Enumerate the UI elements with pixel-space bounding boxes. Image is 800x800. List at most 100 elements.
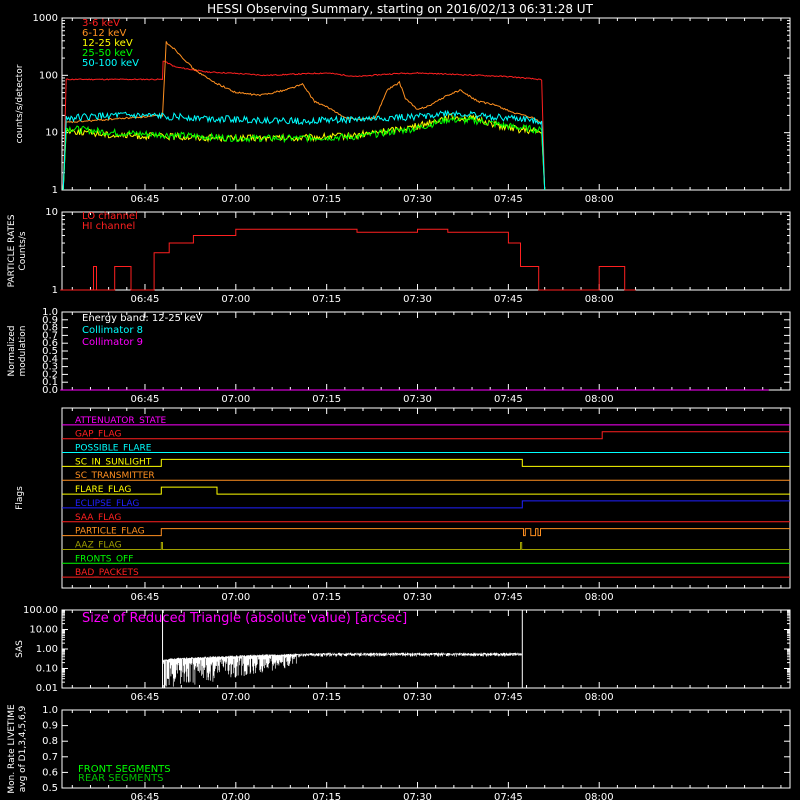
y-tick-label: 1.00 (36, 644, 58, 655)
x-tick-label: 07:45 (494, 394, 523, 405)
y-tick-label: 0.9 (42, 315, 58, 326)
y-tick-label: 100.00 (23, 605, 58, 616)
y-tick-label: 1 (52, 185, 58, 196)
y-axis-label: Mon. Rate LIVETIME (7, 704, 17, 794)
x-tick-label: 07:30 (403, 592, 432, 603)
x-tick-label: 08:00 (585, 592, 614, 603)
sas-panel: 06:45 07:00 07:15 07:30 07:45 08:00 SAS 0.01 0.1… (15, 605, 791, 703)
x-tick-label: 07:45 (494, 294, 523, 305)
panel-annotation: Energy band: 12-25 keV (82, 313, 203, 324)
x-tick-label: 07:00 (221, 294, 250, 305)
flag-line-aaz-flag (62, 541, 790, 550)
y-tick-label: 100 (39, 70, 58, 81)
x-tick-label: 07:30 (403, 294, 432, 305)
legend-entry: 3-6 keV (82, 18, 120, 29)
livetime-frame (61, 709, 791, 789)
y-tick-label: 0.10 (36, 664, 58, 675)
series-line-hi-channel (60, 228, 636, 291)
x-tick-label: 08:00 (585, 294, 614, 305)
counts-frame (61, 17, 791, 191)
y-tick-label: 0.7 (42, 330, 58, 341)
series-line-50-100-kev (62, 109, 546, 191)
legend-entry: Collimator 9 (82, 337, 143, 348)
x-tick-label: 06:45 (131, 592, 160, 603)
legend-entry: REAR SEGMENTS (78, 773, 164, 784)
series-line-3-6-kev (62, 60, 546, 191)
flags-frame (61, 407, 791, 589)
series-line-25-50-kev (62, 115, 546, 191)
x-tick-label: 07:15 (312, 792, 341, 800)
y-axis-label: Normalized (7, 325, 17, 376)
y-axis-label-2: Counts/s (18, 231, 28, 270)
modulation-panel: 06:45 07:00 07:15 07:30 07:45 08:00 Normalized… (7, 307, 791, 405)
x-tick-label: 07:30 (403, 394, 432, 405)
legend-entry: 6-12 keV (82, 28, 126, 39)
y-tick-label: 0.2 (42, 369, 58, 380)
x-tick-label: 07:45 (494, 194, 523, 205)
flag-label: FLARE_FLAG (75, 485, 131, 495)
y-tick-label: 1.0 (42, 705, 58, 716)
x-tick-label: 07:00 (221, 692, 250, 703)
x-tick-label: 06:45 (131, 194, 160, 205)
flag-line-gap-flag (62, 431, 790, 440)
flags-panel: 06:45 07:00 07:15 07:30 07:45 08:00 Flags ATTEN… (15, 407, 791, 603)
y-tick-label: 0.1 (42, 377, 58, 388)
legend-entry: 25-50 keV (82, 48, 133, 59)
flag-line-flare-flag (62, 486, 790, 495)
flag-label: PARTICLE_FLAG (75, 527, 145, 537)
counts-panel: 06:45 07:00 07:15 07:30 07:45 08:00 counts/s/d… (15, 13, 791, 205)
y-tick-label: 0.8 (42, 736, 58, 747)
flag-label: GAP_FLAG (75, 430, 121, 440)
y-tick-label: 1 (52, 285, 58, 296)
x-tick-label: 07:15 (312, 692, 341, 703)
x-tick-label: 07:00 (221, 592, 250, 603)
y-tick-label: 10 (45, 207, 58, 218)
legend-entry: Collimator 8 (82, 325, 143, 336)
flag-line-sc-in-sunlight (62, 458, 790, 467)
x-tick-label: 06:45 (131, 792, 160, 800)
x-tick-label: 07:30 (403, 792, 432, 800)
y-tick-label: 0.5 (42, 783, 58, 794)
figure-title: HESSI Observing Summary, starting on 201… (207, 2, 593, 16)
x-tick-label: 07:45 (494, 792, 523, 800)
x-tick-label: 07:00 (221, 394, 250, 405)
x-tick-label: 07:30 (403, 194, 432, 205)
y-axis-label-2: avg of D1,3,4,5,6,9 (18, 705, 28, 792)
legend-entry: FRONT SEGMENTS (78, 764, 171, 775)
flag-label: ECLIPSE_FLAG (75, 499, 139, 509)
y-tick-label: 1.0 (42, 307, 58, 318)
y-tick-label: 0.6 (42, 338, 58, 349)
y-axis-label: PARTICLE RATES (7, 214, 17, 287)
y-axis-label: counts/s/detector (15, 64, 25, 143)
y-tick-label: 0.9 (42, 721, 58, 732)
y-axis-label-2: modulation (18, 326, 28, 377)
x-tick-label: 08:00 (585, 194, 614, 205)
livetime-panel: 06:45 07:00 07:15 07:30 07:45 08:00 Mon. Rate … (7, 704, 791, 800)
x-tick-label: 07:45 (494, 692, 523, 703)
x-tick-label: 07:00 (221, 194, 250, 205)
y-tick-label: 0.0 (42, 385, 58, 396)
legend-entry: HI channel (82, 221, 135, 232)
particle-panel: 06:45 07:00 07:15 07:30 07:45 08:00 PARTICLE R… (7, 207, 791, 305)
x-tick-label: 07:00 (221, 792, 250, 800)
y-tick-label: 10 (45, 128, 58, 139)
y-tick-label: 0.5 (42, 346, 58, 357)
x-tick-label: 07:15 (312, 294, 341, 305)
flag-label: BAD_PACKETS (75, 568, 139, 578)
particle-frame (61, 211, 791, 291)
x-tick-label: 08:00 (585, 394, 614, 405)
x-tick-label: 07:15 (312, 194, 341, 205)
y-axis-label: SAS (15, 640, 25, 658)
panel-annotation: Size of Reduced Triangle (absolute value… (82, 611, 407, 626)
flag-label: SC_TRANSMITTER (75, 471, 155, 481)
x-tick-label: 07:45 (494, 592, 523, 603)
flag-label: POSSIBLE_FLARE (75, 444, 152, 454)
y-tick-label: 0.4 (42, 354, 58, 365)
x-tick-label: 07:30 (403, 692, 432, 703)
flag-label: AAZ_FLAG (75, 540, 122, 550)
flag-label: ATTENUATOR_STATE (75, 416, 167, 426)
legend-entry: 12-25 keV (82, 38, 133, 49)
flag-label: FRONTS_OFF (75, 554, 133, 564)
x-tick-label: 08:00 (585, 692, 614, 703)
flag-line-particle-flag (62, 528, 790, 537)
